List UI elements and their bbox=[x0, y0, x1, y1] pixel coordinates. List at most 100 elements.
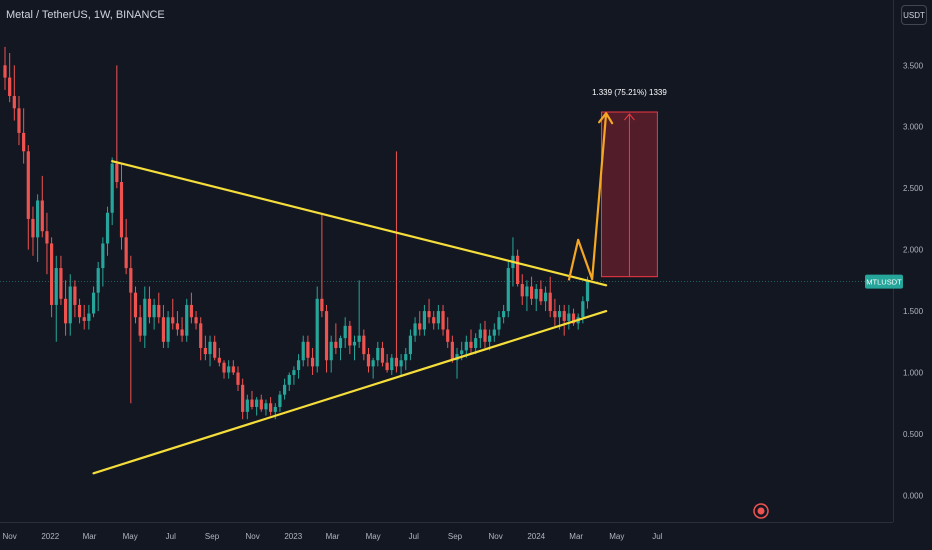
x-tick-label: Nov bbox=[246, 532, 260, 541]
candle-body bbox=[310, 357, 315, 367]
candle-body bbox=[8, 77, 12, 97]
candle-body bbox=[529, 286, 534, 299]
x-tick-label: 2023 bbox=[284, 532, 302, 541]
x-tick-label: Nov bbox=[489, 532, 503, 541]
x-tick-label: Nov bbox=[3, 532, 17, 541]
candle-body bbox=[264, 403, 268, 410]
candle-body bbox=[208, 341, 212, 355]
candle-body bbox=[292, 370, 296, 375]
x-tick-label: 2024 bbox=[527, 532, 545, 541]
y-tick-label: 2.500 bbox=[903, 184, 924, 193]
y-tick-label: 2.000 bbox=[903, 246, 924, 255]
candle-body bbox=[376, 347, 380, 361]
candle-body bbox=[399, 360, 403, 367]
candle-body bbox=[161, 317, 166, 342]
candle-body bbox=[63, 298, 68, 324]
candle-body bbox=[283, 384, 287, 395]
candle-body bbox=[245, 399, 249, 412]
y-tick-label: 1.500 bbox=[903, 307, 924, 316]
candle-body bbox=[464, 341, 468, 351]
currency-button[interactable]: USDT bbox=[901, 5, 927, 25]
candle-body bbox=[171, 317, 175, 324]
candle-body bbox=[87, 313, 91, 321]
candle-body bbox=[124, 237, 128, 269]
price-axis[interactable]: 3.500 3.000 2.500 2.000 1.500 1.000 0.500 0.000 bbox=[903, 61, 924, 500]
candle-body bbox=[36, 200, 40, 238]
candle-body bbox=[446, 329, 450, 342]
x-tick-label: Mar bbox=[326, 532, 340, 541]
candle-body bbox=[26, 151, 30, 219]
candle-body bbox=[320, 298, 324, 312]
time-axis[interactable]: Nov 2022 Mar May Jul Sep Nov 2023 Mar May Jul Sep No… bbox=[3, 532, 663, 541]
candle-body bbox=[474, 338, 478, 348]
candle-body bbox=[478, 329, 482, 339]
candle-body bbox=[77, 304, 82, 318]
candle-body bbox=[488, 335, 492, 342]
candle-body bbox=[278, 394, 282, 407]
candle-body bbox=[59, 268, 63, 299]
candle-body bbox=[82, 317, 86, 321]
candle-body bbox=[357, 335, 361, 342]
candle-body bbox=[189, 304, 193, 318]
candle-body bbox=[343, 325, 347, 339]
candle-body bbox=[115, 163, 119, 183]
candle-body bbox=[185, 304, 189, 336]
candle-body bbox=[543, 292, 548, 302]
projection-path bbox=[567, 113, 608, 281]
candle-body bbox=[469, 341, 473, 348]
candle-body bbox=[418, 323, 422, 330]
candle-body bbox=[105, 212, 110, 244]
candle-body bbox=[525, 286, 529, 297]
candle-body bbox=[138, 317, 142, 336]
candle-body bbox=[413, 323, 417, 336]
candle-body bbox=[259, 399, 263, 410]
upper-resistance-trendline bbox=[111, 160, 608, 287]
candle-body bbox=[404, 354, 408, 361]
candle-body bbox=[362, 335, 366, 355]
chart-title: Metal / TetherUS, 1W, BINANCE bbox=[6, 9, 165, 21]
candle-body bbox=[534, 288, 538, 299]
candle-body bbox=[143, 298, 147, 336]
candle-body bbox=[348, 325, 352, 346]
price-label: MTLUSDT bbox=[866, 278, 902, 287]
candle-body bbox=[213, 341, 217, 358]
candle-body bbox=[157, 304, 161, 318]
candle-body bbox=[50, 243, 54, 305]
x-tick-label: May bbox=[366, 532, 381, 541]
y-tick-label: 0.500 bbox=[903, 430, 924, 439]
y-tick-label: 3.500 bbox=[903, 61, 924, 70]
candle-body bbox=[436, 311, 440, 324]
candle-body bbox=[22, 132, 26, 152]
candle-body bbox=[241, 384, 245, 412]
candle-body bbox=[539, 288, 543, 302]
candle-body bbox=[329, 341, 333, 361]
candle-body bbox=[250, 399, 254, 407]
candle-body bbox=[194, 317, 198, 324]
candle-body bbox=[119, 182, 124, 238]
candle-body bbox=[581, 301, 585, 318]
candle-body bbox=[334, 341, 338, 348]
candle-body bbox=[236, 372, 240, 385]
x-tick-label: 2022 bbox=[41, 532, 59, 541]
trendlines-group bbox=[92, 112, 614, 475]
candle-body bbox=[255, 399, 259, 407]
candle-body bbox=[315, 298, 319, 367]
x-tick-label: Jul bbox=[409, 532, 419, 541]
candle-body bbox=[553, 311, 557, 318]
candle-body bbox=[227, 366, 231, 373]
candle-body bbox=[571, 313, 576, 324]
candle-body bbox=[133, 292, 138, 318]
x-tick-label: Jul bbox=[166, 532, 176, 541]
candle-body bbox=[385, 362, 389, 371]
candle-body bbox=[31, 218, 35, 238]
event-marker-dot bbox=[757, 507, 765, 515]
candle-body bbox=[101, 243, 105, 269]
candle-body bbox=[492, 329, 496, 336]
target-label: 1.339 (75.21%) 1339 bbox=[592, 88, 667, 97]
candle-body bbox=[380, 347, 385, 363]
y-tick-label: 3.000 bbox=[903, 123, 924, 132]
candle-body bbox=[73, 286, 77, 305]
candle-body bbox=[199, 323, 203, 348]
projection-arrowhead bbox=[598, 112, 614, 125]
